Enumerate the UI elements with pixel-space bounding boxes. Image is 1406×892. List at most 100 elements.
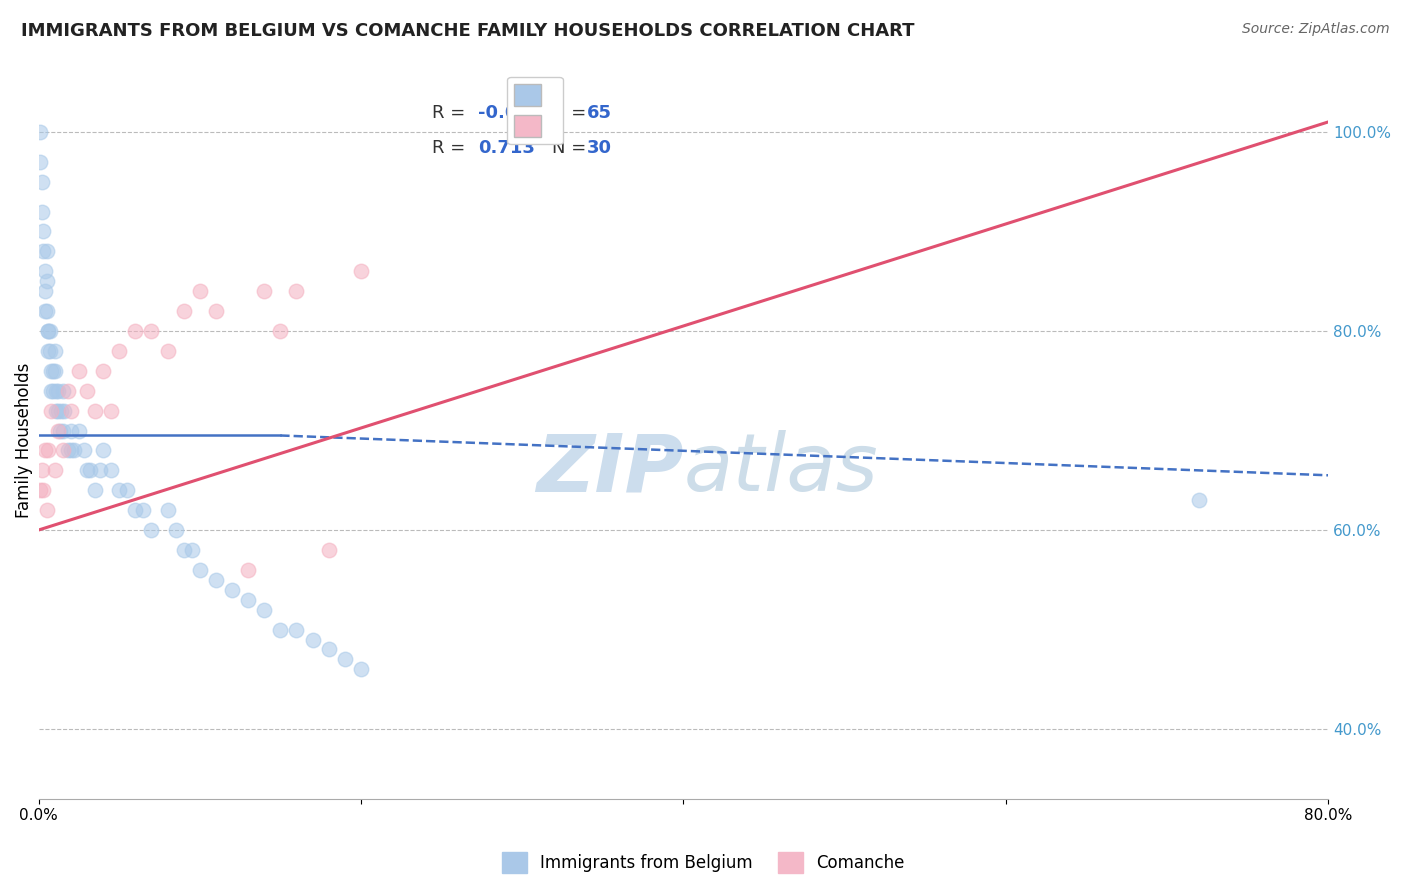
Text: N =: N = <box>551 103 592 121</box>
Point <box>156 503 179 517</box>
Point <box>41 384 63 398</box>
Point <box>35 244 58 259</box>
Point <box>53 403 76 417</box>
Point <box>73 443 96 458</box>
Point <box>108 343 131 358</box>
Point <box>173 304 195 318</box>
Point <box>34 264 56 278</box>
Point <box>236 592 259 607</box>
Point <box>141 324 163 338</box>
Text: -0.007: -0.007 <box>478 103 543 121</box>
Point <box>37 324 59 338</box>
Point <box>48 424 70 438</box>
Point <box>165 523 187 537</box>
Point <box>30 125 52 139</box>
Point <box>84 483 107 498</box>
Point <box>285 284 308 298</box>
Text: 65: 65 <box>586 103 612 121</box>
Point <box>76 463 98 477</box>
Point <box>52 384 75 398</box>
Point <box>132 503 155 517</box>
Point <box>32 244 55 259</box>
Point <box>41 403 63 417</box>
Point <box>333 652 356 666</box>
Point <box>67 364 90 378</box>
Point <box>35 274 58 288</box>
Point <box>124 503 146 517</box>
Point <box>32 483 55 498</box>
Point <box>180 543 202 558</box>
Point <box>34 304 56 318</box>
Point <box>56 443 79 458</box>
Point <box>141 523 163 537</box>
Point <box>34 443 56 458</box>
Text: 0.713: 0.713 <box>478 139 536 158</box>
Point <box>46 384 69 398</box>
Point <box>76 384 98 398</box>
Point <box>63 443 86 458</box>
Point <box>91 364 114 378</box>
Point <box>56 384 79 398</box>
Point <box>49 403 72 417</box>
Point <box>253 284 276 298</box>
Point <box>45 384 67 398</box>
Point <box>236 563 259 577</box>
Point <box>31 463 53 477</box>
Point <box>32 224 55 238</box>
Point <box>37 443 59 458</box>
Point <box>79 463 101 477</box>
Point <box>37 324 59 338</box>
Text: R =: R = <box>432 103 471 121</box>
Point <box>30 154 52 169</box>
Point <box>124 324 146 338</box>
Point <box>67 424 90 438</box>
Point <box>115 483 138 498</box>
Point <box>100 463 122 477</box>
Point <box>44 463 66 477</box>
Point <box>269 324 291 338</box>
Point <box>301 632 323 647</box>
Point <box>38 343 60 358</box>
Point <box>42 364 65 378</box>
Point <box>52 443 75 458</box>
Point <box>285 623 308 637</box>
Point <box>253 602 276 616</box>
Text: 30: 30 <box>586 139 612 158</box>
Point <box>173 543 195 558</box>
Point <box>318 543 340 558</box>
Point <box>46 424 69 438</box>
Point <box>89 463 111 477</box>
Point <box>156 343 179 358</box>
Point <box>38 324 60 338</box>
Text: R =: R = <box>432 139 471 158</box>
Point <box>35 503 58 517</box>
Point <box>59 424 82 438</box>
Point <box>350 662 373 676</box>
Point <box>188 563 211 577</box>
Point <box>205 573 228 587</box>
Point <box>44 364 66 378</box>
Text: atlas: atlas <box>683 430 879 508</box>
Point <box>84 403 107 417</box>
Text: IMMIGRANTS FROM BELGIUM VS COMANCHE FAMILY HOUSEHOLDS CORRELATION CHART: IMMIGRANTS FROM BELGIUM VS COMANCHE FAMI… <box>21 22 914 40</box>
Point <box>188 284 211 298</box>
Point <box>31 204 53 219</box>
Text: Source: ZipAtlas.com: Source: ZipAtlas.com <box>1241 22 1389 37</box>
Point <box>31 175 53 189</box>
Point <box>42 384 65 398</box>
Point <box>108 483 131 498</box>
Point <box>205 304 228 318</box>
Point <box>41 364 63 378</box>
Point <box>350 264 373 278</box>
Point <box>44 343 66 358</box>
Point <box>269 623 291 637</box>
Point <box>35 304 58 318</box>
Point <box>37 343 59 358</box>
Point <box>46 403 69 417</box>
Y-axis label: Family Households: Family Households <box>15 363 32 518</box>
Point <box>30 483 52 498</box>
Text: ZIP: ZIP <box>536 430 683 508</box>
Text: N =: N = <box>551 139 592 158</box>
Point <box>52 424 75 438</box>
Point <box>45 403 67 417</box>
